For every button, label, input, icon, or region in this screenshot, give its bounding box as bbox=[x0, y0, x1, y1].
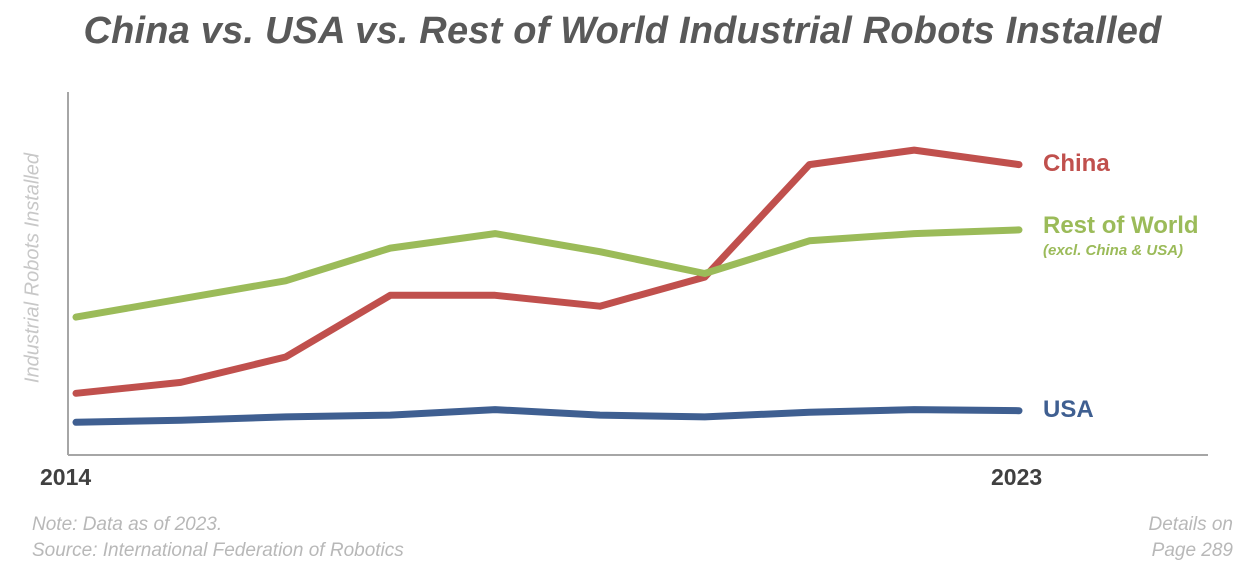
footer-note: Note: Data as of 2023. Source: Internati… bbox=[32, 512, 404, 564]
series-label-china: China bbox=[1043, 149, 1110, 177]
series-line-china bbox=[72, 146, 1023, 397]
details-line-2: Page 289 bbox=[1151, 540, 1233, 561]
details-line-1: Details on bbox=[1148, 514, 1234, 535]
series-sublabel-rest-of-world: (excl. China & USA) bbox=[1043, 241, 1184, 259]
source-text: Source: International Federation of Robo… bbox=[32, 540, 404, 561]
x-tick-label-start: 2014 bbox=[40, 464, 92, 490]
page-reference: Details on Page 289 bbox=[1149, 512, 1234, 564]
note-text: Note: Data as of 2023. bbox=[32, 514, 223, 535]
x-tick-label-end: 2023 bbox=[991, 464, 1043, 490]
chart-title: China vs. USA vs. Rest of World Industri… bbox=[83, 10, 1162, 52]
series-label-rest-of-world: Rest of World bbox=[1043, 211, 1199, 239]
series-label-usa: USA bbox=[1043, 395, 1094, 423]
series-line-rest-of-world bbox=[72, 226, 1023, 321]
series-line-usa bbox=[72, 406, 1023, 426]
